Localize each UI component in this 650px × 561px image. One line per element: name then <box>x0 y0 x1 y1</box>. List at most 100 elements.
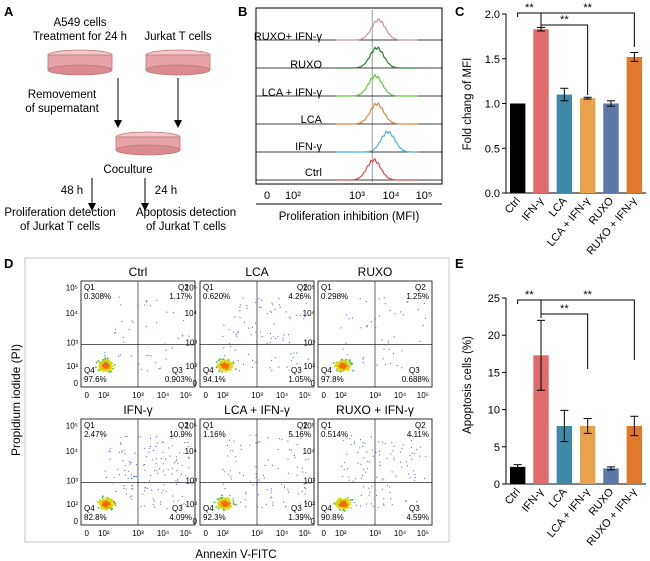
y-tick-label: 0 <box>494 479 500 491</box>
significance-label: ** <box>560 303 569 315</box>
track-label-ruxo: RUXO <box>290 59 322 71</box>
bar <box>603 103 619 193</box>
prolif-label-2: of Jurkat T cells <box>20 221 100 233</box>
jurkat-label: Jurkat T cells <box>144 31 212 43</box>
y-tick-label: 0.5 <box>485 143 500 155</box>
x-tick-label: 10³ <box>132 529 144 538</box>
y-tick-label: 0 <box>74 517 79 526</box>
quadrant-label: Q4 <box>203 504 214 513</box>
quadrant-label: 97.8% <box>321 375 344 384</box>
x-tick-label: 0 <box>321 529 326 538</box>
bar <box>556 425 573 484</box>
x-tick-label: 0 <box>203 529 208 538</box>
quadrant-label: Q1 <box>203 283 214 292</box>
quadrant-label: 82.8% <box>84 513 107 522</box>
y-tick-label: 0 <box>311 379 316 388</box>
x-tick-label: IFN-γ <box>520 195 547 224</box>
x-tick-label: Ctrl <box>503 486 523 507</box>
flow-plot-title: LCA + IFN-γ <box>224 403 290 417</box>
y-tick-label: 10³ <box>303 338 315 347</box>
quadrant-label: 1.16% <box>203 430 226 439</box>
x-tick-label: 0 <box>84 391 89 400</box>
quadrant-label: Q3 <box>291 366 302 375</box>
y-tick-label: 10⁴ <box>303 309 316 318</box>
histogram-labels: RUXO+ IFN-γ RUXO LCA + IFN-γ LCA IFN-γ C… <box>254 31 323 179</box>
quadrant-label: 94.1% <box>203 375 226 384</box>
quadrant-label: Q2 <box>415 283 426 292</box>
x-tick-label: 10⁴ <box>276 529 289 538</box>
panel-d-letter: D <box>4 256 13 271</box>
histogram-curve <box>336 46 418 69</box>
removal-label-2: of supernatant <box>25 103 99 115</box>
bar <box>509 103 526 193</box>
quadrant-label: Q3 <box>409 366 420 375</box>
quadrant-label: 0.688% <box>402 375 429 384</box>
panel-a-arrowheads <box>88 120 182 211</box>
x-tick-label: 10² <box>217 529 229 538</box>
significance-label: ** <box>583 289 592 301</box>
significance-label: ** <box>583 2 592 14</box>
significance-bracket <box>517 299 542 318</box>
event-dots <box>97 434 190 511</box>
significance-bracket <box>517 12 542 29</box>
bar <box>626 56 643 194</box>
coculture-dish <box>115 131 181 156</box>
quadrant-label: Q1 <box>84 421 95 430</box>
quadrant-label: 1.05% <box>288 375 311 384</box>
histogram-x-ticks: 0 10² 10³ 10⁴ 10⁵ <box>264 190 432 202</box>
track-label-ruxo-ifn: RUXO+ IFN-γ <box>254 31 323 43</box>
x-tick-label: Ctrl <box>503 195 523 216</box>
track-label-lca-ifn: LCA + IFN-γ <box>262 87 323 99</box>
histogram-curve <box>336 73 418 97</box>
y-tick-label: 10⁴ <box>66 447 79 456</box>
x-tick-label: 10² <box>335 529 347 538</box>
quadrant-label: 1.17% <box>169 292 192 301</box>
x-tick-label: 10² <box>98 529 110 538</box>
d-frame <box>24 257 450 543</box>
b-xtick-2: 10³ <box>349 190 365 202</box>
quadrant-label: 2.47% <box>84 430 107 439</box>
bar <box>533 355 549 484</box>
y-tick-label: 10³ <box>185 476 197 485</box>
panel-c: C Fold chang of MFI 0.0 0.5 1.0 1.5 2.0 CtrlI… <box>455 2 646 257</box>
y-tick-label: 1.5 <box>485 54 500 66</box>
y-tick-label: 2.0 <box>485 9 500 21</box>
quadrant-label: Q3 <box>172 366 183 375</box>
quadrant-label: Q1 <box>84 283 95 292</box>
track-label-lca: LCA <box>301 114 323 126</box>
panel-a: A A549 cells Treatment for 24 h Jurkat T… <box>4 4 236 233</box>
quadrant-label: 5.16% <box>288 430 311 439</box>
panel-b-letter: B <box>238 4 247 19</box>
coculture-label: Coculture <box>103 164 152 176</box>
histogram-curve <box>336 157 418 181</box>
significance-bracket <box>540 24 589 95</box>
b-xtick-0: 0 <box>264 190 270 202</box>
x-tick-label: 10⁵ <box>180 529 192 538</box>
panel-e-letter: E <box>455 256 464 271</box>
quadrant-label: 90.8% <box>321 513 344 522</box>
flow-plot-title: RUXO <box>358 265 393 279</box>
y-tick-label: 10² <box>303 500 315 509</box>
b-xtick-3: 10⁴ <box>383 190 400 202</box>
quadrant-label: 4.09% <box>169 513 192 522</box>
y-tick-label: 0.0 <box>485 188 500 200</box>
bar <box>579 98 596 193</box>
quadrant-label: 0.298% <box>321 292 348 301</box>
b-xtick-4: 10⁵ <box>416 190 433 202</box>
quadrant-label: Q2 <box>178 283 189 292</box>
x-tick-label: 0 <box>203 391 208 400</box>
treatment-label: Treatment for 24 h <box>33 31 127 43</box>
y-tick-label: 5 <box>494 442 500 454</box>
panel-e: E Apoptosis cells (%) 0 5 10 15 20 25 CtrlIFN-… <box>455 256 646 548</box>
y-tick-label: 10⁴ <box>66 309 79 318</box>
d-ylabel: Propidium iodide (PI) <box>9 344 23 456</box>
jurkat-dish <box>145 49 211 76</box>
x-tick-label: 10³ <box>132 391 144 400</box>
y-tick-label: 10² <box>185 362 197 371</box>
